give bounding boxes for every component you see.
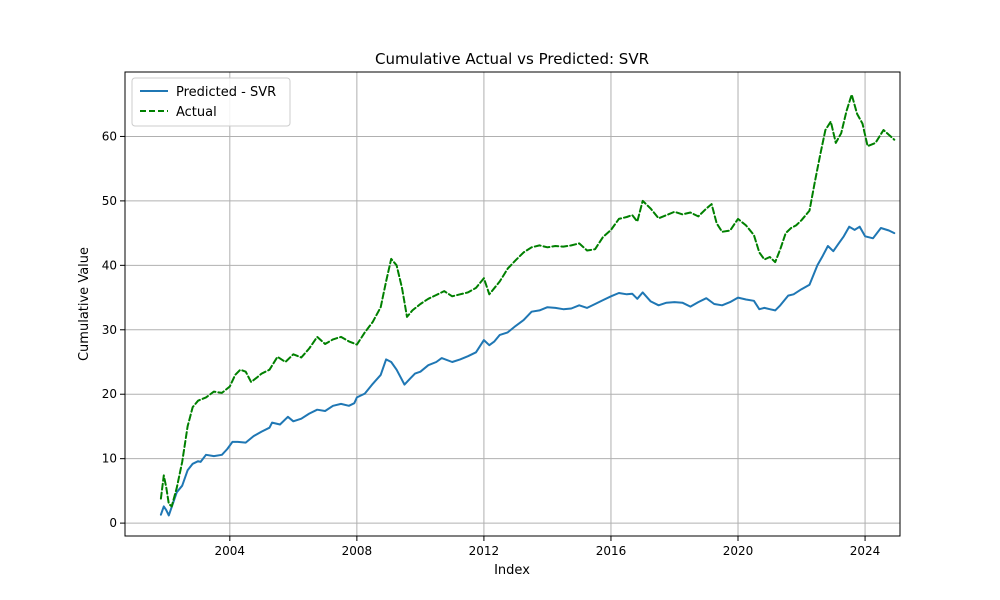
legend-label-actual: Actual [176,105,217,120]
y-tick-label: 20 [102,387,117,401]
plot-frame [124,71,901,537]
y-tick-label: 60 [102,129,117,143]
x-axis-label: Index [494,563,530,578]
plot-series [159,93,896,517]
y-axis-ticks: 0 10 20 30 40 50 60 [102,129,125,530]
y-tick-label: 0 [109,516,117,530]
x-tick-label: 2008 [342,544,373,558]
x-tick-label: 2004 [215,544,246,558]
chart-title: Cumulative Actual vs Predicted: SVR [375,50,649,68]
y-tick-label: 40 [102,258,117,272]
y-tick-label: 50 [102,194,117,208]
series-line-actual [159,93,896,508]
legend-box [131,77,291,127]
x-tick-label: 2012 [469,544,500,558]
x-tick-label: 2020 [723,544,754,558]
legend: Predicted - SVR Actual [131,77,291,127]
x-tick-label: 2024 [850,544,881,558]
y-axis-label: Cumulative Value [77,247,92,361]
y-tick-label: 10 [102,452,117,466]
series-line-predicted [159,225,896,517]
x-tick-label: 2016 [596,544,627,558]
legend-label-predicted: Predicted - SVR [176,85,276,100]
y-tick-label: 30 [102,323,117,337]
x-axis-ticks: 2004 2008 2012 2016 2020 2024 [215,536,881,558]
